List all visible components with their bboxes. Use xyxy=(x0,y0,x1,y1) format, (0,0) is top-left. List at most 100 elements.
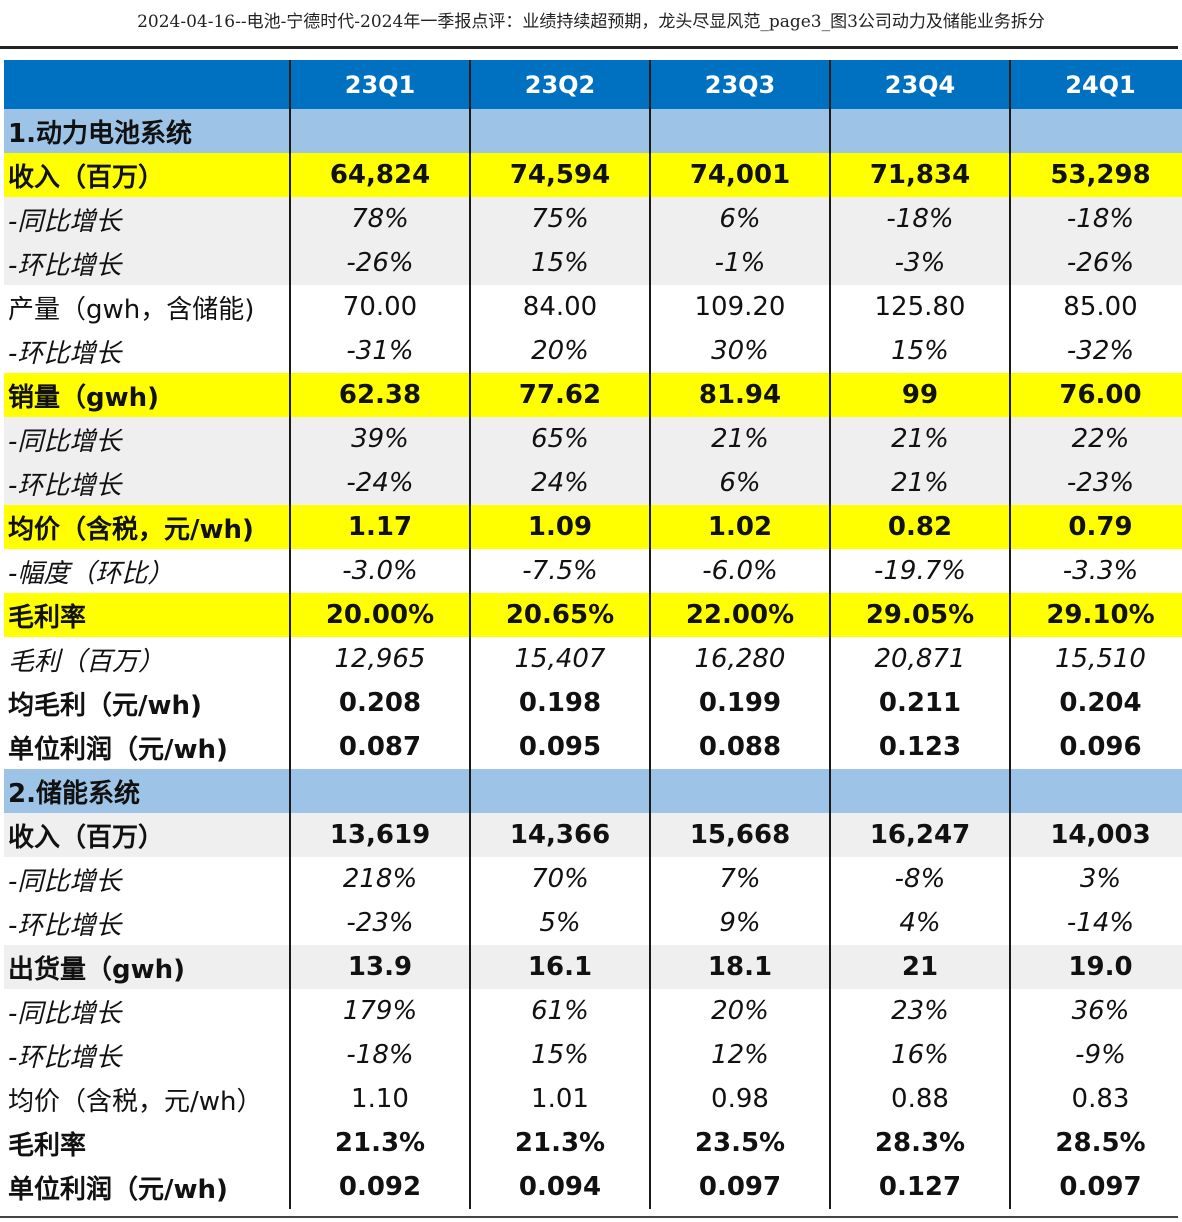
table-cell: -26% xyxy=(289,241,470,285)
table-cell: -23% xyxy=(289,901,470,945)
table-row: 毛利率 20.00% 20.65% 22.00% 29.05% 29.10% xyxy=(4,593,1182,637)
table-row: 产量（gwh，含储能) 70.00 84.00 109.20 125.80 85.00 xyxy=(4,285,1182,329)
section-row: 1.动力电池系统 xyxy=(4,109,1182,153)
row-label: 2.储能系统 xyxy=(4,769,290,813)
table-cell: 0.123 xyxy=(829,725,1010,769)
table-cell: 13.9 xyxy=(289,945,470,989)
row-label: -同比增长 xyxy=(4,857,290,901)
table-cell: 84.00 xyxy=(469,285,650,329)
table-cell: 16,247 xyxy=(829,813,1010,857)
table-cell: 16.1 xyxy=(469,945,650,989)
table-cell: 0.127 xyxy=(829,1165,1010,1209)
table-cell: 0.087 xyxy=(289,725,470,769)
table-cell: -3.0% xyxy=(289,549,470,593)
table-cell: 15,668 xyxy=(649,813,830,857)
table-cell: 36% xyxy=(1009,989,1182,1033)
table-cell: 21% xyxy=(829,461,1010,505)
table-cell: -31% xyxy=(289,329,470,373)
row-label: 1.动力电池系统 xyxy=(4,109,290,153)
row-label: -同比增长 xyxy=(4,417,290,461)
table-cell: 20.65% xyxy=(469,593,650,637)
table-cell xyxy=(1009,769,1182,813)
column-header: 24Q1 xyxy=(1009,60,1182,109)
table-cell: 0.204 xyxy=(1009,681,1182,725)
table-cell xyxy=(289,769,470,813)
table-cell: -18% xyxy=(289,1033,470,1077)
table-cell: 15,407 xyxy=(469,637,650,681)
table-cell: 0.095 xyxy=(469,725,650,769)
row-label: 收入（百万） xyxy=(4,153,290,197)
table-row: -幅度（环比） -3.0% -7.5% -6.0% -19.7% -3.3% xyxy=(4,549,1182,593)
table-cell: 21% xyxy=(649,417,830,461)
table-cell: 30% xyxy=(649,329,830,373)
table-cell: 7% xyxy=(649,857,830,901)
column-header: 23Q3 xyxy=(649,60,830,109)
table-row: -环比增长 -24% 24% 6% 21% -23% xyxy=(4,461,1182,505)
document-title: 2024-04-16--电池-宁德时代-2024年一季报点评：业绩持续超预期，龙… xyxy=(137,12,1045,32)
bottom-rule xyxy=(0,1216,1178,1218)
table-cell xyxy=(469,769,650,813)
row-label: 收入（百万） xyxy=(4,813,290,857)
table-cell: 71,834 xyxy=(829,153,1010,197)
table-cell: 62.38 xyxy=(289,373,470,417)
table-cell: 12,965 xyxy=(289,637,470,681)
table-cell: 1.02 xyxy=(649,505,830,549)
table-cell: 9% xyxy=(649,901,830,945)
section-row: 2.储能系统 xyxy=(4,769,1182,813)
table-cell: 0.088 xyxy=(649,725,830,769)
row-label: -环比增长 xyxy=(4,901,290,945)
table-cell: 21.3% xyxy=(469,1121,650,1165)
table-cell: 0.198 xyxy=(469,681,650,725)
table-cell: 21% xyxy=(829,417,1010,461)
business-breakdown-table: 23Q1 23Q2 23Q3 23Q4 24Q1 1.动力电池系统 收入（百万） 6… xyxy=(4,60,1182,1209)
table-cell: -24% xyxy=(289,461,470,505)
table-cell: -7.5% xyxy=(469,549,650,593)
table-cell: -6.0% xyxy=(649,549,830,593)
table-row: 单位利润（元/wh) 0.092 0.094 0.097 0.127 0.097 xyxy=(4,1165,1182,1209)
table-cell xyxy=(1009,109,1182,153)
row-label: 单位利润（元/wh) xyxy=(4,1165,290,1209)
table-cell: 22.00% xyxy=(649,593,830,637)
table-cell: 39% xyxy=(289,417,470,461)
table-cell: 78% xyxy=(289,197,470,241)
table-cell xyxy=(649,769,830,813)
table-cell: -19.7% xyxy=(829,549,1010,593)
table-cell: 61% xyxy=(469,989,650,1033)
table-cell: 21.3% xyxy=(289,1121,470,1165)
row-label: 毛利（百万） xyxy=(4,637,290,681)
table-cell xyxy=(289,109,470,153)
table-cell: 85.00 xyxy=(1009,285,1182,329)
table-cell: 53,298 xyxy=(1009,153,1182,197)
table-cell: 21 xyxy=(829,945,1010,989)
column-header: 23Q4 xyxy=(829,60,1010,109)
table-cell: 65% xyxy=(469,417,650,461)
table-cell: -3.3% xyxy=(1009,549,1182,593)
row-label: -环比增长 xyxy=(4,241,290,285)
row-label: 均价（含税，元/wh） xyxy=(4,1077,290,1121)
table-cell: 20,871 xyxy=(829,637,1010,681)
table-cell: 1.09 xyxy=(469,505,650,549)
table-cell: 0.096 xyxy=(1009,725,1182,769)
table-cell: 18.1 xyxy=(649,945,830,989)
table-cell: 29.10% xyxy=(1009,593,1182,637)
table-cell: 81.94 xyxy=(649,373,830,417)
table-cell: 0.83 xyxy=(1009,1077,1182,1121)
table-row: -环比增长 -18% 15% 12% 16% -9% xyxy=(4,1033,1182,1077)
table-row: 毛利（百万） 12,965 15,407 16,280 20,871 15,510 xyxy=(4,637,1182,681)
table-cell: 4% xyxy=(829,901,1010,945)
table-cell: 77.62 xyxy=(469,373,650,417)
table-cell: 5% xyxy=(469,901,650,945)
table-cell: 1.17 xyxy=(289,505,470,549)
table-cell: 23.5% xyxy=(649,1121,830,1165)
table-cell: -1% xyxy=(649,241,830,285)
table-cell: 70% xyxy=(469,857,650,901)
table-cell: -26% xyxy=(1009,241,1182,285)
table-cell xyxy=(649,109,830,153)
table-row: 销量（gwh) 62.38 77.62 81.94 99 76.00 xyxy=(4,373,1182,417)
row-label: 毛利率 xyxy=(4,593,290,637)
table-cell: 75% xyxy=(469,197,650,241)
header-corner xyxy=(4,60,290,109)
table-cell: 0.208 xyxy=(289,681,470,725)
table-cell: 0.79 xyxy=(1009,505,1182,549)
table-row: -同比增长 39% 65% 21% 21% 22% xyxy=(4,417,1182,461)
